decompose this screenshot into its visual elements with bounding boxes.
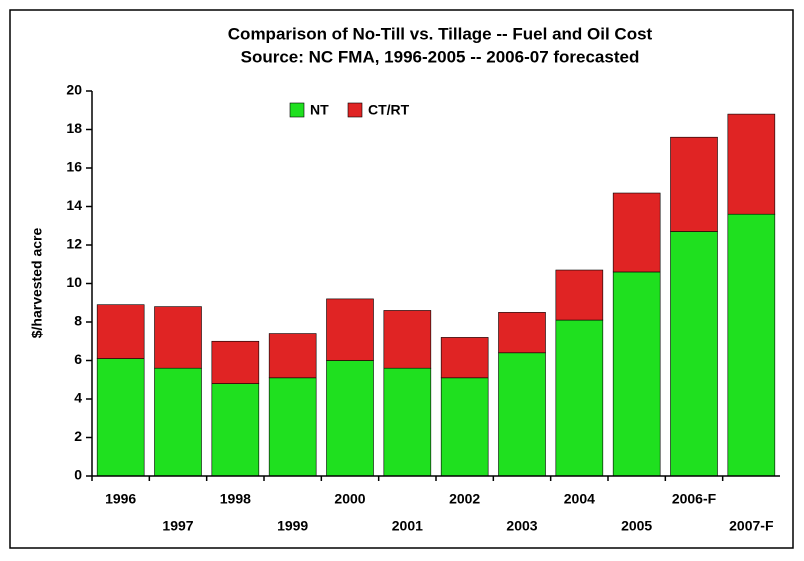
- y-axis-label: $/harvested acre: [29, 228, 45, 339]
- bar-segment: [727, 213, 776, 477]
- x-tick-label: 2001: [392, 518, 423, 534]
- bar-segment: [498, 352, 546, 477]
- x-tick-label: 1999: [277, 518, 308, 534]
- y-tick-label: 0: [74, 467, 82, 483]
- legend-swatch: [289, 102, 305, 118]
- bar-segment: [555, 269, 604, 321]
- bar-segment: [670, 136, 718, 232]
- y-tick-label: 10: [66, 274, 82, 290]
- x-tick-label: 2007-F: [729, 518, 774, 534]
- y-tick-label: 20: [66, 82, 82, 98]
- bar-segment: [268, 377, 317, 477]
- bar-segment: [555, 319, 604, 477]
- y-tick-label: 4: [74, 390, 82, 406]
- x-tick-label: 2000: [334, 491, 365, 507]
- y-tick-label: 6: [74, 351, 82, 367]
- y-tick-label: 16: [66, 159, 82, 175]
- x-tick-label: 2004: [564, 491, 595, 507]
- bar-segment: [96, 304, 145, 359]
- legend-swatch: [347, 102, 363, 118]
- bar-segment: [670, 231, 718, 477]
- bar-segment: [383, 367, 432, 477]
- x-tick-label: 1998: [220, 491, 251, 507]
- bar-segment: [383, 310, 432, 369]
- plot-area: [92, 91, 780, 476]
- x-tick-label: 1997: [162, 518, 193, 534]
- bar-segment: [211, 383, 260, 477]
- bar-segment: [612, 192, 661, 273]
- bar-segment: [154, 306, 202, 369]
- y-tick-label: 8: [74, 313, 82, 329]
- bar-segment: [326, 360, 374, 477]
- chart-subtitle: Source: NC FMA, 1996-2005 -- 2006-07 for…: [241, 47, 640, 66]
- bar-segment: [440, 377, 489, 477]
- chart-title: Comparison of No-Till vs. Tillage -- Fue…: [228, 24, 653, 43]
- bar-segment: [727, 113, 776, 215]
- x-tick-label: 2003: [506, 518, 537, 534]
- bar-segment: [498, 312, 546, 354]
- bar-segment: [154, 367, 202, 477]
- x-tick-label: 2006-F: [672, 491, 717, 507]
- x-tick-label: 2005: [621, 518, 652, 534]
- y-tick-label: 18: [66, 120, 82, 136]
- bar-segment: [96, 358, 145, 477]
- bar-segment: [612, 271, 661, 477]
- legend-label: CT/RT: [368, 102, 410, 118]
- bar-segment: [326, 298, 374, 361]
- y-tick-label: 2: [74, 428, 82, 444]
- x-tick-label: 2002: [449, 491, 480, 507]
- y-tick-label: 12: [66, 236, 82, 252]
- bar-segment: [268, 333, 317, 379]
- y-tick-label: 14: [66, 197, 82, 213]
- legend-label: NT: [310, 102, 329, 118]
- bar-segment: [440, 337, 489, 379]
- bar-segment: [211, 340, 260, 384]
- x-tick-label: 1996: [105, 491, 136, 507]
